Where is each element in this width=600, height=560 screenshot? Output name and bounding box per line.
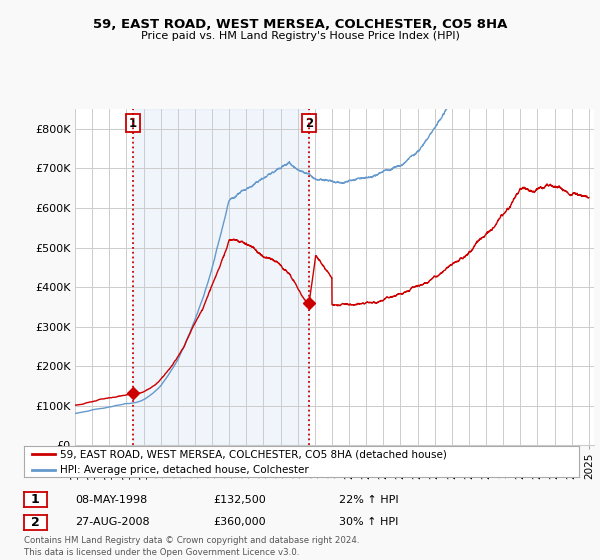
Text: £132,500: £132,500 — [213, 494, 266, 505]
Text: 27-AUG-2008: 27-AUG-2008 — [75, 517, 149, 528]
Text: 1: 1 — [128, 116, 137, 129]
Text: Price paid vs. HM Land Registry's House Price Index (HPI): Price paid vs. HM Land Registry's House … — [140, 31, 460, 41]
Text: HPI: Average price, detached house, Colchester: HPI: Average price, detached house, Colc… — [60, 465, 309, 475]
Text: 59, EAST ROAD, WEST MERSEA, COLCHESTER, CO5 8HA (detached house): 59, EAST ROAD, WEST MERSEA, COLCHESTER, … — [60, 449, 447, 459]
Bar — [133, 109, 309, 445]
Text: 2: 2 — [31, 516, 40, 529]
Text: £360,000: £360,000 — [213, 517, 266, 528]
Text: 59, EAST ROAD, WEST MERSEA, COLCHESTER, CO5 8HA: 59, EAST ROAD, WEST MERSEA, COLCHESTER, … — [93, 18, 507, 31]
Text: 30% ↑ HPI: 30% ↑ HPI — [339, 517, 398, 528]
Text: 08-MAY-1998: 08-MAY-1998 — [75, 494, 147, 505]
Text: 22% ↑ HPI: 22% ↑ HPI — [339, 494, 398, 505]
Text: Contains HM Land Registry data © Crown copyright and database right 2024.
This d: Contains HM Land Registry data © Crown c… — [24, 536, 359, 557]
Text: 1: 1 — [31, 493, 40, 506]
Text: 2: 2 — [305, 116, 313, 129]
